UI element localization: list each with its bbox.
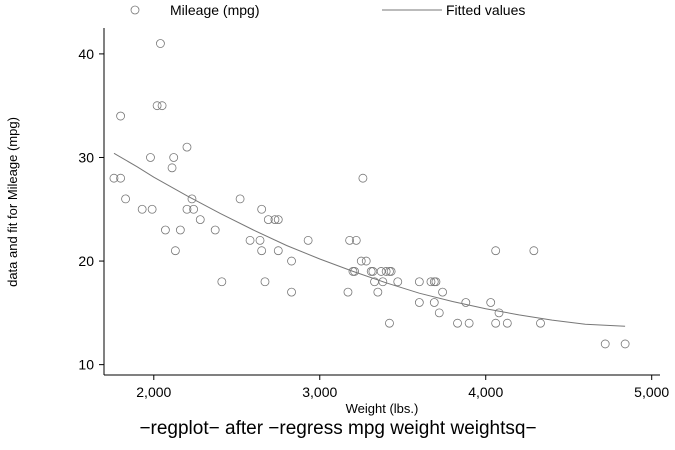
data-point: [426, 277, 436, 287]
data-point: [270, 215, 280, 225]
data-point: [109, 173, 119, 183]
data-point: [386, 267, 396, 276]
legend-label-mileage: Mileage (mpg): [170, 2, 259, 18]
data-point: [381, 267, 391, 276]
data-point: [376, 267, 386, 276]
data-point: [429, 298, 439, 307]
data-point: [287, 256, 296, 266]
data-point: [146, 153, 155, 162]
data-point: [257, 204, 267, 214]
data-point: [486, 298, 496, 307]
data-point: [245, 235, 255, 245]
data-point: [464, 318, 474, 328]
data-point: [461, 298, 471, 307]
y-axis-title: data and fit for Mileage (mpg): [5, 117, 20, 287]
data-point: [217, 277, 227, 287]
x-axis-title: Weight (lbs.): [346, 401, 419, 416]
data-point: [182, 142, 192, 152]
data-point: [116, 111, 125, 121]
data-point: [358, 173, 368, 183]
data-point: [152, 101, 162, 111]
chart-caption: −regplot− after −regress mpg weight weig…: [139, 418, 536, 439]
data-point: [169, 153, 179, 162]
x-tick-label: 5,000: [634, 384, 669, 400]
data-point: [170, 246, 180, 256]
data-point: [491, 318, 501, 328]
data-point: [287, 287, 296, 297]
data-point: [502, 318, 512, 328]
data-point: [373, 287, 383, 297]
x-tick-label: 4,000: [468, 384, 503, 400]
data-point: [260, 277, 270, 287]
data-point: [161, 225, 170, 235]
data-point: [350, 267, 360, 276]
data-point: [235, 194, 245, 204]
data-point: [351, 235, 361, 245]
data-point: [414, 298, 424, 307]
data-point: [378, 277, 388, 287]
data-point: [116, 173, 125, 183]
data-point: [494, 308, 504, 318]
y-tick-label: 40: [78, 46, 94, 62]
data-point: [257, 246, 267, 256]
data-point: [156, 39, 165, 48]
data-point: [121, 194, 130, 204]
x-tick-label: 3,000: [302, 384, 337, 400]
data-point: [175, 225, 185, 235]
data-points: [109, 39, 630, 349]
data-point: [273, 215, 283, 225]
x-axis-ticks: 2,000 3,000 4,000 5,000: [136, 375, 669, 400]
data-point: [167, 163, 177, 173]
data-point: [431, 277, 441, 287]
fitted-line: [113, 152, 626, 327]
data-point: [529, 246, 539, 256]
y-tick-label: 30: [78, 149, 94, 165]
data-point: [356, 256, 366, 266]
data-point: [303, 235, 313, 245]
data-point: [182, 204, 192, 214]
data-point: [343, 287, 353, 297]
data-point: [393, 277, 403, 287]
data-point: [157, 101, 167, 111]
data-point: [255, 235, 265, 245]
data-point: [434, 308, 444, 318]
data-point: [536, 318, 545, 328]
data-point: [137, 204, 147, 214]
data-point: [189, 204, 199, 214]
legend-label-fitted: Fitted values: [446, 2, 525, 18]
y-tick-label: 20: [78, 253, 94, 269]
data-point: [366, 267, 376, 276]
data-point: [147, 204, 157, 214]
data-point: [491, 246, 501, 256]
y-axis-ticks: 10 20 30 40: [78, 46, 104, 373]
legend: Mileage (mpg) Fitted values: [130, 2, 525, 18]
data-point: [453, 318, 462, 328]
data-point: [187, 194, 197, 204]
data-point: [263, 215, 273, 225]
data-point: [600, 339, 610, 349]
data-point: [385, 318, 394, 328]
data-point: [368, 267, 378, 276]
data-point: [273, 246, 283, 256]
data-point: [345, 235, 355, 245]
data-point: [195, 215, 205, 225]
data-point: [361, 256, 371, 266]
legend-marker-mileage: [130, 5, 140, 15]
data-point: [438, 287, 447, 297]
x-tick-label: 2,000: [136, 384, 171, 400]
y-tick-label: 10: [78, 357, 94, 373]
data-point: [210, 225, 220, 235]
data-point: [414, 277, 424, 287]
data-point: [620, 339, 630, 349]
